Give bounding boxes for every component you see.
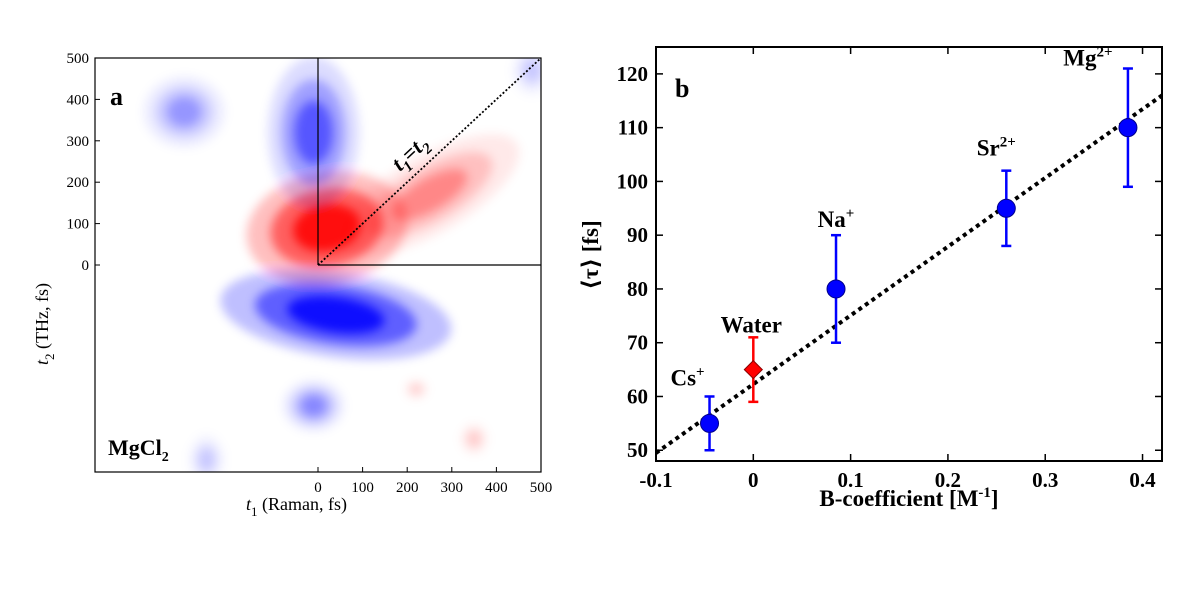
y-tick-label: 50 (627, 438, 648, 462)
point-water: Water (721, 313, 782, 404)
y-tick-label: 120 (617, 62, 649, 86)
x-tick-label: 0.4 (1129, 468, 1156, 492)
x-tick-label: 0 (314, 480, 322, 496)
heatmap-feature-negative (517, 58, 541, 89)
point-label: Na+ (818, 206, 855, 232)
point-label: Sr2+ (977, 134, 1016, 160)
y-tick-label: 0 (82, 258, 90, 274)
x-ticks: 0 100 200 300 400 500 (314, 467, 552, 496)
point-label: Cs+ (670, 364, 704, 390)
heatmap-feature-positive (464, 427, 485, 451)
panel-b-letter: b (675, 74, 689, 103)
x-tick-label: 500 (530, 480, 553, 496)
panel-a-letter: a (110, 82, 123, 111)
heatmap-feature-negative (220, 269, 452, 360)
fit-line (656, 93, 1162, 455)
x-tick-label: 200 (396, 480, 419, 496)
x-tick-label: 0.3 (1032, 468, 1058, 492)
y-tick-label: 110 (618, 116, 648, 140)
heatmap-feature-positive (339, 134, 520, 256)
data-marker-diamond (743, 359, 764, 380)
x-axis-label: B-coefficient [M-1] (819, 485, 998, 511)
data-marker-circle (826, 279, 846, 299)
y-tick-label: 100 (67, 217, 90, 233)
heatmap-feature-negative (268, 58, 360, 209)
x-axis-label: t1 (Raman, fs) (246, 494, 347, 519)
panel-a: 0 100 200 300 400 500 0 100 200 300 400 500 a MgCl… (32, 51, 552, 519)
panel-b-frame (655, 46, 1163, 462)
x-tick-label: 100 (351, 480, 374, 496)
heatmap-feature-negative (143, 76, 225, 148)
y-tick-label: 300 (67, 134, 90, 150)
heatmap-feature-negative (193, 441, 220, 472)
heatmap-feature-positive (407, 382, 425, 397)
sample-label: MgCl2 (108, 435, 169, 465)
y-tick-label: 70 (627, 331, 648, 355)
y-tick-label: 200 (67, 175, 90, 191)
y-tick-label: 80 (627, 277, 648, 301)
point-na: Na+ (818, 206, 855, 344)
point-cs: Cs+ (670, 364, 720, 452)
point-label: Water (721, 313, 782, 338)
data-marker-circle (1118, 118, 1138, 138)
y-tick-label: 100 (617, 169, 649, 193)
point-mg: Mg2+ (1063, 45, 1138, 189)
y-axis-label: ⟨τ⟩ [fs] (578, 220, 603, 289)
y-axis-label: t2 (THz, fs) (32, 283, 57, 365)
x-ticks: -0.1 0 0.1 0.2 0.3 0.4 (639, 47, 1156, 492)
y-tick-label: 60 (627, 384, 648, 408)
y-ticks: 0 100 200 300 400 500 (67, 51, 100, 274)
x-tick-label: 400 (485, 480, 508, 496)
y-tick-label: 90 (627, 223, 648, 247)
y-tick-label: 500 (67, 51, 90, 67)
point-label: Mg2+ (1063, 45, 1112, 71)
x-tick-label: 0.1 (837, 468, 863, 492)
x-tick-label: -0.1 (639, 468, 672, 492)
heatmap-field (143, 58, 541, 472)
heatmap-feature-negative (283, 380, 344, 432)
x-tick-label: 0.2 (935, 468, 961, 492)
data-marker-circle (700, 413, 720, 433)
data-marker-circle (996, 198, 1016, 218)
data-points: Cs+ Na+ Sr2+ Mg2+ Water (670, 45, 1138, 452)
y-ticks: 50 60 70 80 90 100 110 120 (617, 62, 1162, 462)
diagonal-line (317, 57, 542, 266)
y-tick-label: 400 (67, 92, 90, 108)
x-tick-label: 300 (441, 480, 464, 496)
panel-b: 50 60 70 80 90 100 110 120 -0.1 0 0.1 0.2 0.3 0.4 Cs… (578, 45, 1163, 511)
x-tick-label: 0 (748, 468, 759, 492)
point-sr: Sr2+ (977, 134, 1016, 248)
